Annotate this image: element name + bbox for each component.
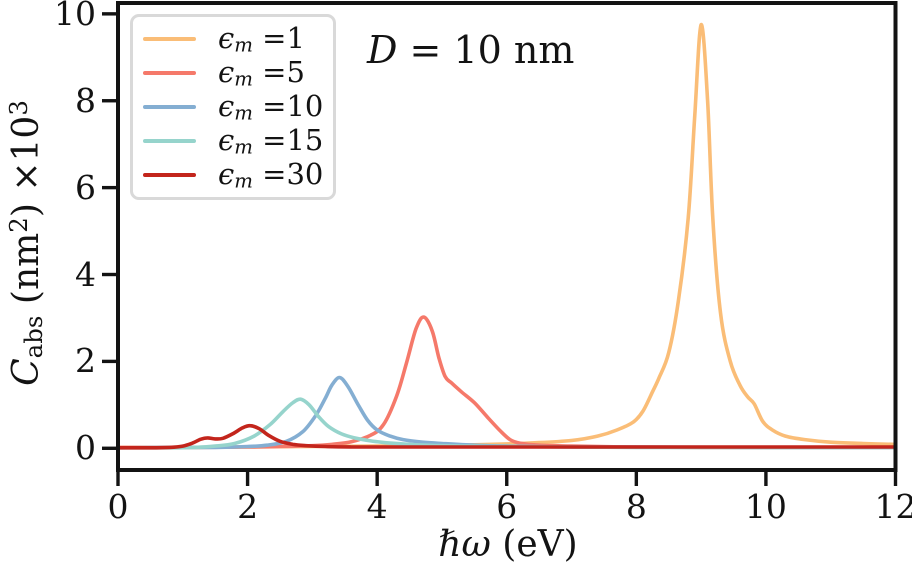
legend-item: ϵm =1 bbox=[133, 21, 323, 57]
legend-line-sample bbox=[143, 37, 196, 41]
y-tick-label: 10 bbox=[54, 0, 96, 33]
x-tick-label: 10 bbox=[744, 487, 787, 526]
legend-line-sample bbox=[143, 71, 196, 75]
legend-label: ϵm =5 bbox=[218, 55, 305, 91]
plot-frame bbox=[116, 1, 898, 472]
x-tick-label: 6 bbox=[496, 487, 518, 526]
annotation-diameter: D = 10 nm bbox=[367, 28, 575, 72]
series-line-4 bbox=[116, 397, 898, 450]
y-tick-label: 0 bbox=[75, 428, 96, 468]
y-tick-label: 8 bbox=[75, 80, 96, 120]
x-tick-label: 8 bbox=[625, 487, 647, 526]
legend-box: ϵm =1 ϵm =5 ϵm =10 ϵm =15 ϵm =30 bbox=[130, 14, 337, 200]
legend-item: ϵm =15 bbox=[133, 123, 324, 159]
x-tick-label: 12 bbox=[874, 487, 912, 526]
x-tick-label: 4 bbox=[366, 487, 388, 526]
x-axis-label: ℏω (eV) bbox=[438, 524, 578, 565]
series-line-2 bbox=[116, 315, 898, 450]
legend-item: ϵm =10 bbox=[133, 89, 324, 125]
legend-item: ϵm =5 bbox=[133, 55, 323, 91]
legend-label: ϵm =1 bbox=[218, 21, 305, 57]
legend-label: ϵm =10 bbox=[218, 89, 324, 125]
legend-item: ϵm =30 bbox=[133, 157, 324, 193]
x-tick-label: 2 bbox=[237, 487, 259, 526]
series-line-5 bbox=[116, 423, 898, 450]
x-tick-label: 0 bbox=[107, 487, 129, 526]
y-tick-label: 4 bbox=[75, 254, 96, 294]
legend-label: ϵm =15 bbox=[218, 123, 324, 159]
y-tick-label: 2 bbox=[75, 341, 96, 381]
y-tick-label: 6 bbox=[75, 167, 96, 207]
legend-label: ϵm =30 bbox=[218, 157, 324, 193]
legend-line-sample bbox=[143, 105, 196, 109]
legend-line-sample bbox=[143, 173, 196, 177]
legend-line-sample bbox=[143, 139, 196, 143]
